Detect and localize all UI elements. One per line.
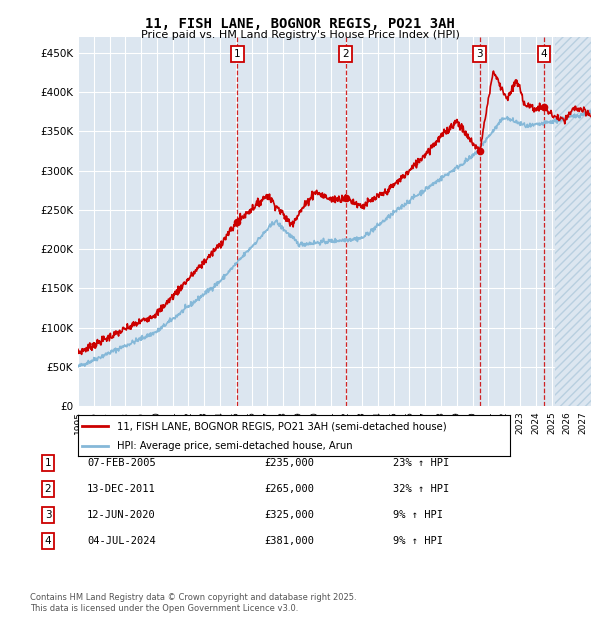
Text: £325,000: £325,000: [264, 510, 314, 520]
Text: £381,000: £381,000: [264, 536, 314, 546]
Text: 4: 4: [44, 536, 52, 546]
Text: 1: 1: [234, 49, 241, 59]
Text: 32% ↑ HPI: 32% ↑ HPI: [393, 484, 449, 494]
Text: 23% ↑ HPI: 23% ↑ HPI: [393, 458, 449, 468]
Text: 11, FISH LANE, BOGNOR REGIS, PO21 3AH: 11, FISH LANE, BOGNOR REGIS, PO21 3AH: [145, 17, 455, 32]
Bar: [556, 37, 591, 406]
Text: 9% ↑ HPI: 9% ↑ HPI: [393, 536, 443, 546]
Text: 04-JUL-2024: 04-JUL-2024: [87, 536, 156, 546]
Text: £265,000: £265,000: [264, 484, 314, 494]
Text: 3: 3: [476, 49, 483, 59]
Text: 07-FEB-2005: 07-FEB-2005: [87, 458, 156, 468]
Text: 2: 2: [44, 484, 52, 494]
Text: HPI: Average price, semi-detached house, Arun: HPI: Average price, semi-detached house,…: [117, 441, 353, 451]
Text: Contains HM Land Registry data © Crown copyright and database right 2025.
This d: Contains HM Land Registry data © Crown c…: [30, 593, 356, 613]
Bar: [556, 37, 591, 406]
Text: 12-JUN-2020: 12-JUN-2020: [87, 510, 156, 520]
Text: 1: 1: [44, 458, 52, 468]
Text: 3: 3: [44, 510, 52, 520]
Text: 9% ↑ HPI: 9% ↑ HPI: [393, 510, 443, 520]
Text: Price paid vs. HM Land Registry's House Price Index (HPI): Price paid vs. HM Land Registry's House …: [140, 30, 460, 40]
Text: 4: 4: [541, 49, 547, 59]
Text: 11, FISH LANE, BOGNOR REGIS, PO21 3AH (semi-detached house): 11, FISH LANE, BOGNOR REGIS, PO21 3AH (s…: [117, 421, 446, 432]
Text: 2: 2: [342, 49, 349, 59]
Text: 13-DEC-2011: 13-DEC-2011: [87, 484, 156, 494]
Text: £235,000: £235,000: [264, 458, 314, 468]
